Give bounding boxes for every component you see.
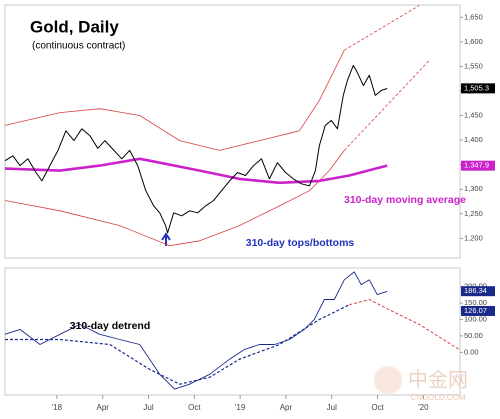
series-line	[4, 64, 388, 234]
last-value-label: 186.34	[464, 286, 487, 295]
y-tick-label: 1,450	[464, 111, 483, 120]
y-tick-label: 150.00	[464, 298, 487, 307]
last-value-label: 1,347.9	[464, 161, 489, 170]
x-tick-label: Jul	[143, 403, 153, 412]
y-tick-label: 1,200	[464, 233, 483, 242]
y-tick-label: 50.00	[464, 331, 483, 340]
top-panel-frame	[4, 4, 461, 259]
y-tick-label: 0.00	[464, 347, 479, 356]
series-line	[344, 60, 430, 151]
last-value-label: 1,505.3	[464, 83, 489, 92]
series-line	[344, 5, 420, 51]
series-line	[4, 50, 345, 151]
watermark-text: 中金网	[408, 368, 468, 391]
annotation: 310-day tops/bottoms	[246, 237, 355, 249]
x-tick-label: '20	[418, 403, 429, 412]
series-line	[349, 299, 460, 350]
x-tick-label: Apr	[280, 403, 293, 412]
x-tick-label: Apr	[96, 403, 109, 412]
bottom-panel-frame	[4, 267, 461, 396]
last-value-box	[461, 83, 495, 94]
watermark-logo	[374, 366, 402, 394]
y-tick-label: 1,300	[464, 184, 483, 193]
x-tick-label: Jul	[327, 403, 337, 412]
series-line	[5, 304, 350, 385]
y-tick-label: 1,400	[464, 135, 483, 144]
x-tick-label: Oct	[188, 403, 201, 412]
last-value-box	[461, 286, 495, 297]
last-value-label: 126.07	[464, 306, 487, 315]
y-tick-label: 1,550	[464, 61, 483, 70]
chart-title: Gold, Daily	[30, 17, 119, 36]
y-tick-label: 1,650	[464, 12, 483, 21]
series-line	[4, 271, 388, 390]
annotation: 310-day detrend	[70, 320, 151, 332]
x-tick-label: '19	[235, 403, 246, 412]
y-tick-label: 1,250	[464, 209, 483, 218]
y-tick-label: 100.00	[464, 315, 487, 324]
annotation: 310-day moving average	[344, 194, 466, 206]
chart-subtitle: (continuous contract)	[32, 41, 125, 52]
x-tick-label: '18	[52, 403, 63, 412]
watermark-sub: CNGOLD.COM	[410, 393, 465, 402]
last-value-box	[461, 305, 495, 316]
y-tick-label: 1,600	[464, 37, 483, 46]
x-tick-label: Oct	[371, 403, 384, 412]
last-value-box	[461, 160, 495, 171]
series-line	[4, 157, 388, 185]
